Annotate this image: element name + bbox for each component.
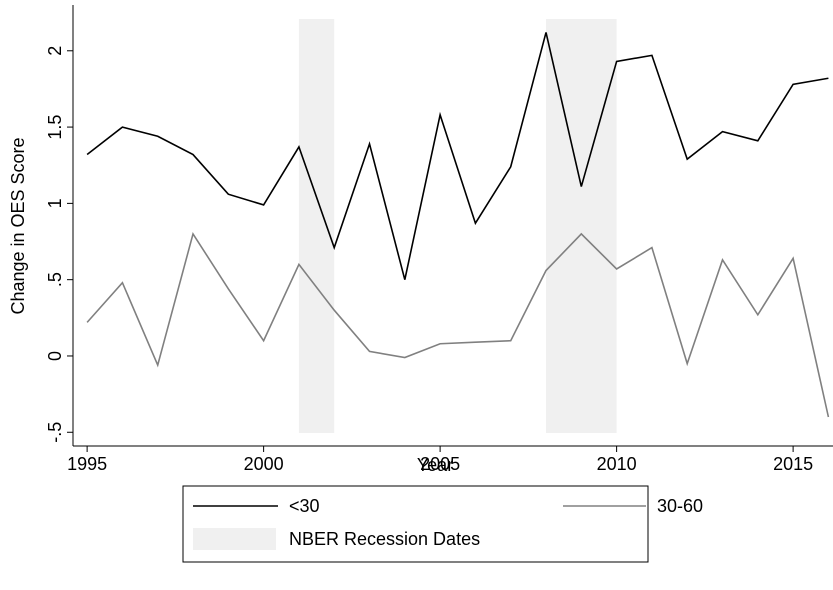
recession-band [546,19,617,433]
y-tick-label: 0 [45,351,65,361]
x-axis-label: Year [417,455,453,475]
y-tick-label: 2 [45,46,65,56]
legend-box [182,485,649,563]
x-tick-label: 2005 [420,454,460,474]
legend-swatch [193,528,276,550]
x-tick-label: 1995 [67,454,107,474]
x-tick-label: 2000 [244,454,284,474]
y-axis-label: Change in OES Score [8,137,28,314]
y-tick-label: .5 [45,272,65,287]
y-tick-label: 1.5 [45,115,65,140]
x-tick-label: 2010 [597,454,637,474]
y-tick-label: 1 [45,198,65,208]
x-tick-label: 2015 [773,454,813,474]
legend-label: 30-60 [657,496,703,516]
series-line [86,231,830,418]
legend-label: NBER Recession Dates [289,529,480,549]
recession-band [298,19,335,433]
y-tick-label: -.5 [45,422,65,443]
series-line [86,32,829,280]
legend-label: <30 [289,496,320,516]
